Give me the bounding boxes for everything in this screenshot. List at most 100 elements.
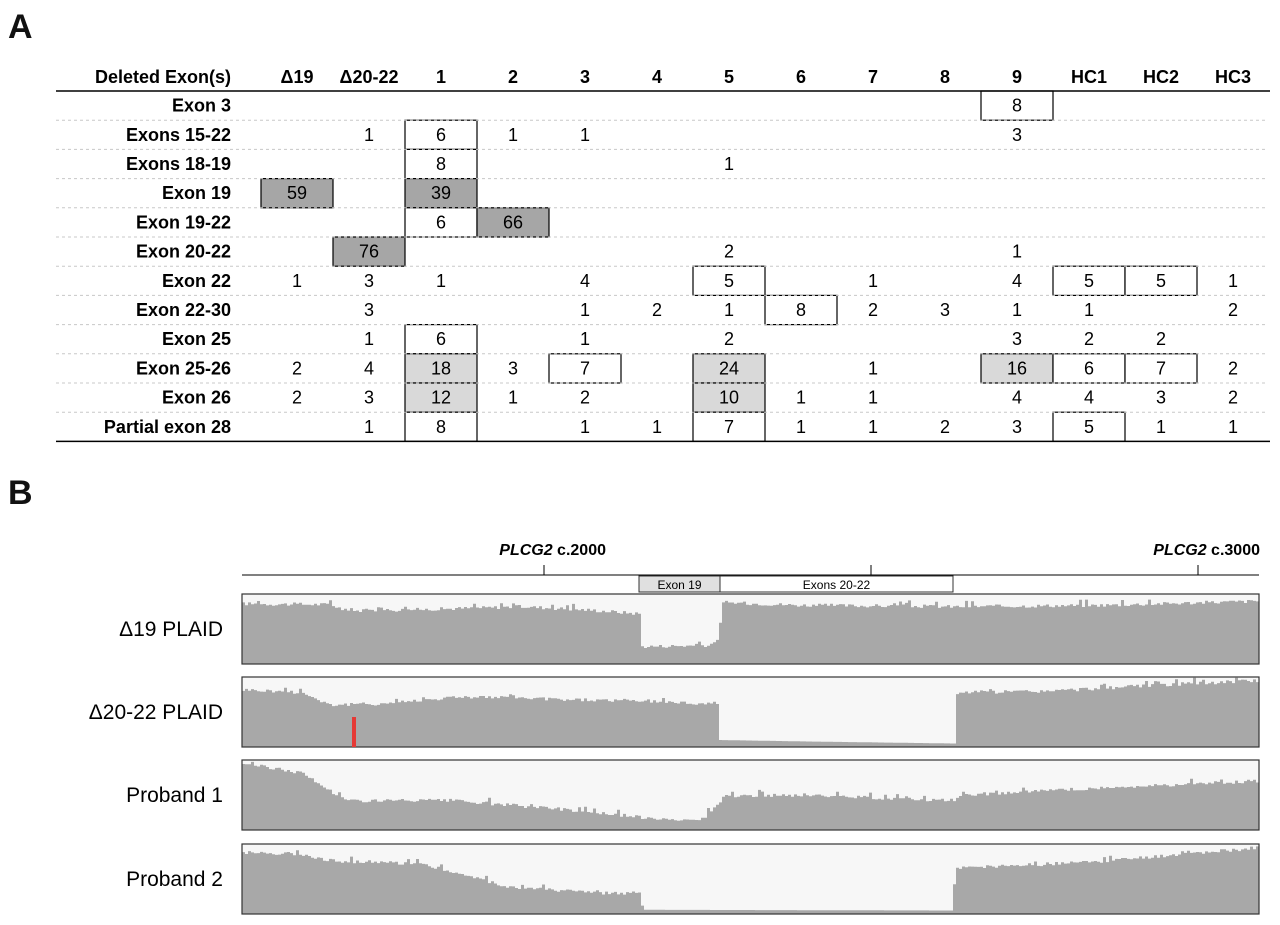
row-label: Exons 18-19: [126, 154, 231, 174]
table-cell: 4: [364, 358, 374, 378]
table-cell: 1: [292, 271, 302, 291]
column-header: 2: [508, 67, 518, 87]
table-cell: 3: [1012, 417, 1022, 437]
cell-highlight-box: [404, 324, 478, 355]
exon-box: [719, 575, 954, 593]
column-header: HC3: [1215, 67, 1251, 87]
track-frame: [241, 593, 1260, 665]
column-header: 7: [868, 67, 878, 87]
table-cell: 39: [431, 183, 451, 203]
cell-highlight-box: [692, 411, 766, 443]
table-cell: 3: [364, 271, 374, 291]
column-header: 3: [580, 67, 590, 87]
cell-highlight-box: [548, 353, 622, 384]
cell-highlight-dark: [404, 178, 478, 209]
cell-highlight-dark: [476, 207, 550, 238]
column-header: 6: [796, 67, 806, 87]
panel-label-a: A: [8, 8, 33, 46]
table-cell: 1: [508, 388, 518, 408]
table-cell: 5: [1084, 271, 1094, 291]
table-cell: 1: [724, 154, 734, 174]
table-cell: 8: [436, 154, 446, 174]
variant-marker: [352, 717, 356, 747]
table-cell: 1: [1228, 271, 1238, 291]
table-cell: 1: [580, 417, 590, 437]
table-cell: 4: [1012, 388, 1022, 408]
cell-highlight-light: [692, 353, 766, 384]
column-header: Δ20-22: [340, 67, 399, 87]
row-label: Exon 19-22: [136, 212, 231, 232]
gene-name: PLCG2: [499, 542, 552, 559]
coordinate: c.2000: [553, 542, 606, 559]
table-cell: 3: [364, 388, 374, 408]
cell-highlight-light: [692, 382, 766, 413]
table-cell: 2: [1228, 388, 1238, 408]
cell-highlight-dark: [332, 236, 406, 267]
column-header: 1: [436, 67, 446, 87]
table-cell: 4: [1012, 271, 1022, 291]
table-cell: 3: [1012, 329, 1022, 349]
coverage-track: Proband 1: [126, 759, 1260, 831]
table-cell: 1: [868, 417, 878, 437]
table-cell: 6: [1084, 358, 1094, 378]
coverage-profile: [242, 846, 1259, 914]
table-cell: 1: [1156, 417, 1166, 437]
row-label: Exon 22-30: [136, 300, 231, 320]
table-cell: 1: [724, 300, 734, 320]
table-cell: 4: [1084, 388, 1094, 408]
cell-highlight-light: [404, 353, 478, 384]
table-cell: 7: [1156, 358, 1166, 378]
column-header: Δ19: [281, 67, 314, 87]
table-cell: 2: [724, 329, 734, 349]
track-frame: [241, 843, 1260, 915]
table-cell: 1: [364, 125, 374, 145]
table-cell: 3: [364, 300, 374, 320]
row-label: Exon 19: [162, 183, 231, 203]
table-cell: 1: [580, 329, 590, 349]
row-label: Exon 25: [162, 329, 231, 349]
table-cell: 3: [1156, 388, 1166, 408]
table-cell: 12: [431, 388, 451, 408]
table-cell: 2: [652, 300, 662, 320]
table-cell: 16: [1007, 358, 1027, 378]
cell-highlight-box: [1052, 265, 1126, 297]
table-cell: 66: [503, 212, 523, 232]
table-cell: 2: [868, 300, 878, 320]
column-header: HC2: [1143, 67, 1179, 87]
coverage-track: Δ20-22 PLAID: [89, 676, 1260, 748]
table-cell: 6: [436, 125, 446, 145]
table-cell: 10: [719, 388, 739, 408]
table-cell: 2: [1228, 358, 1238, 378]
table-cell: 59: [287, 183, 307, 203]
track-label: Proband 2: [126, 868, 223, 891]
table-cell: 1: [364, 329, 374, 349]
row-label: Exons 15-22: [126, 125, 231, 145]
cell-highlight-box: [404, 119, 478, 150]
table-corner-header: Deleted Exon(s): [95, 67, 231, 87]
table-cell: 4: [580, 271, 590, 291]
exon-label: Exons 20-22: [803, 578, 871, 592]
column-header: HC1: [1071, 67, 1107, 87]
table-cell: 5: [1084, 417, 1094, 437]
row-label: Exon 22: [162, 271, 231, 291]
table-cell: 8: [796, 300, 806, 320]
table-cell: 2: [292, 358, 302, 378]
table-cell: 5: [1156, 271, 1166, 291]
cell-highlight-box: [404, 148, 478, 180]
table-cell: 1: [1228, 417, 1238, 437]
coverage-profile: [242, 761, 1259, 830]
table-cell: 8: [436, 417, 446, 437]
column-header: 8: [940, 67, 950, 87]
table-cell: 2: [580, 388, 590, 408]
table-cell: 3: [940, 300, 950, 320]
table-cell: 1: [868, 388, 878, 408]
table-cell: 2: [292, 388, 302, 408]
cell-highlight-box: [404, 207, 478, 238]
table-cell: 1: [364, 417, 374, 437]
table-cell: 1: [652, 417, 662, 437]
column-header: 9: [1012, 67, 1022, 87]
ruler-label: PLCG2 c.2000: [499, 542, 606, 559]
table-cell: 76: [359, 242, 379, 262]
table-cell: 1: [1084, 300, 1094, 320]
table-cell: 3: [508, 358, 518, 378]
